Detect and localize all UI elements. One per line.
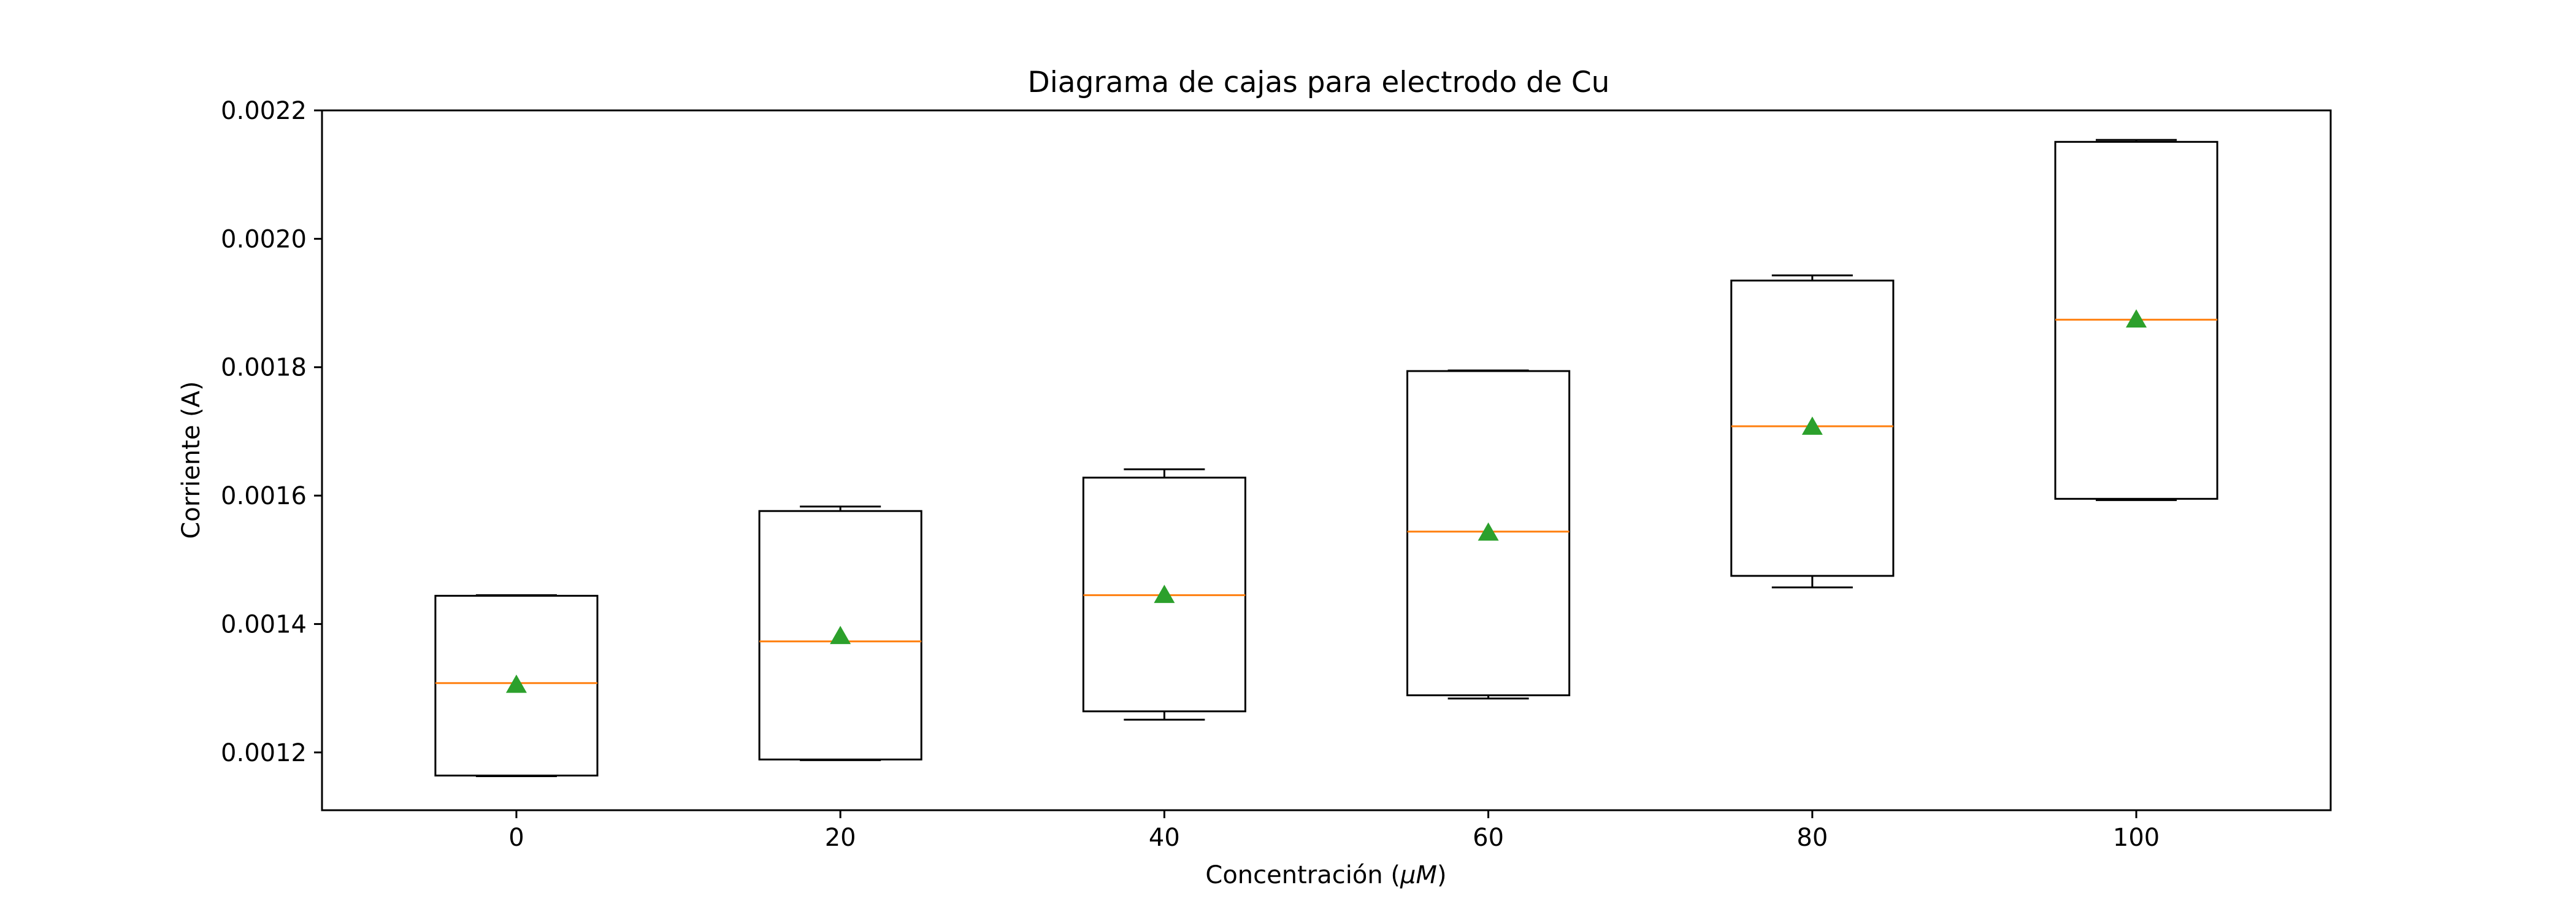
y-tick-label: 0.0014: [221, 610, 307, 638]
box-iqr: [1730, 279, 1895, 577]
x-tick-label: 20: [825, 824, 856, 852]
box-group: [2054, 139, 2218, 501]
y-axis-label: Corriente (A): [177, 381, 205, 539]
x-axis-label-prefix: Concentración (: [1205, 861, 1400, 889]
y-axis: 0.0012 0.0014 0.0016 0.0018 0.0020 0.0022: [221, 97, 322, 767]
plot-frame: [321, 109, 2332, 811]
y-tick-label: 0.0020: [221, 225, 307, 253]
mean-marker: [830, 626, 851, 645]
y-tick-label: 0.0022: [221, 97, 307, 125]
x-tick-label: 60: [1473, 824, 1504, 852]
x-axis-label-unit: M: [1416, 861, 1437, 889]
mean-marker: [505, 674, 527, 693]
plot-area: [434, 139, 2218, 778]
x-axis-label-suffix: ): [1437, 861, 1447, 889]
box-group: [434, 594, 599, 778]
x-axis: 0 20 40 60 80 100: [508, 810, 2160, 852]
x-tick-label: 100: [2113, 824, 2160, 852]
mean-marker: [1801, 416, 1823, 435]
x-tick-label: 0: [508, 824, 524, 852]
mean-marker: [1478, 522, 1499, 541]
y-tick-label: 0.0016: [221, 482, 307, 510]
box-group: [1730, 274, 1895, 589]
mean-marker: [2126, 309, 2147, 328]
x-axis-label-mu: μ: [1400, 861, 1416, 889]
box-iqr: [1406, 370, 1571, 697]
y-tick-label: 0.0012: [221, 739, 307, 767]
box-group: [1082, 468, 1246, 721]
box-group: [1406, 369, 1571, 700]
mean-marker: [1154, 585, 1175, 604]
box-group: [758, 505, 922, 761]
x-tick-label: 40: [1149, 824, 1180, 852]
chart-title: Diagrama de cajas para electrodo de Cu: [1028, 66, 1610, 99]
x-tick-label: 80: [1796, 824, 1828, 852]
box-iqr: [758, 510, 922, 761]
x-axis-label: Concentración (μM): [1205, 861, 1446, 889]
box-iqr: [434, 594, 599, 776]
y-tick-label: 0.0018: [221, 354, 307, 382]
